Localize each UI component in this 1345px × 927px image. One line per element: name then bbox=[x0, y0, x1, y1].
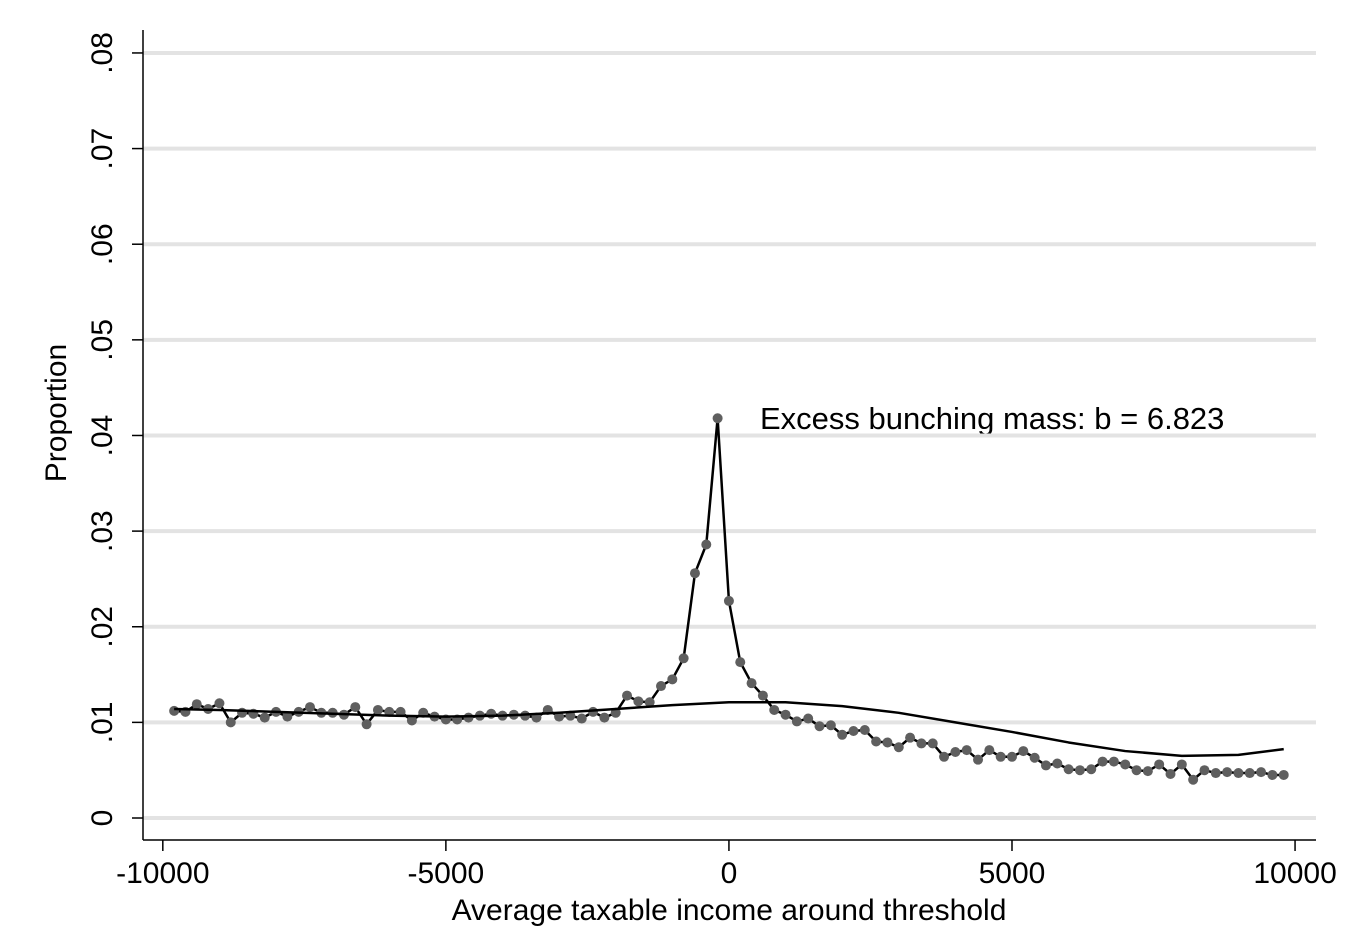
y-tick-label: 0 bbox=[86, 810, 119, 827]
data-point bbox=[1154, 759, 1165, 770]
y-tick-label: .06 bbox=[86, 223, 119, 265]
data-point bbox=[1244, 768, 1255, 779]
data-point bbox=[1165, 769, 1176, 780]
data-point bbox=[1108, 756, 1119, 767]
data-point bbox=[622, 690, 633, 701]
x-tick-label: 5000 bbox=[979, 857, 1046, 890]
data-point bbox=[1006, 751, 1017, 762]
data-point bbox=[237, 707, 248, 718]
data-point bbox=[814, 721, 825, 732]
data-point bbox=[1018, 746, 1029, 757]
data-point bbox=[757, 690, 768, 701]
data-point bbox=[871, 736, 882, 747]
data-point bbox=[950, 747, 961, 758]
data-point bbox=[214, 698, 225, 709]
data-point bbox=[859, 725, 870, 736]
data-point bbox=[893, 742, 904, 753]
data-point bbox=[939, 751, 950, 762]
data-point bbox=[667, 674, 678, 685]
data-point bbox=[1120, 759, 1131, 770]
data-point bbox=[1131, 765, 1142, 776]
x-axis-title: Average taxable income around threshold bbox=[452, 894, 1007, 927]
y-tick-label: .08 bbox=[86, 32, 119, 74]
data-point bbox=[1210, 768, 1221, 779]
y-tick-label: .07 bbox=[86, 128, 119, 170]
data-point bbox=[1086, 764, 1097, 775]
data-point bbox=[1063, 764, 1074, 775]
data-point bbox=[486, 708, 497, 719]
data-point bbox=[678, 653, 689, 664]
data-point bbox=[305, 702, 316, 713]
series-line bbox=[174, 701, 1284, 758]
data-point bbox=[1097, 756, 1108, 767]
data-point bbox=[1222, 767, 1233, 778]
data-point bbox=[1233, 768, 1244, 779]
annotation: Excess bunching mass: b = 6.823 bbox=[760, 401, 1224, 436]
y-axis-title: Proportion bbox=[40, 344, 73, 482]
data-point bbox=[973, 754, 984, 765]
y-tick-label: .05 bbox=[86, 319, 119, 361]
data-point bbox=[825, 720, 836, 731]
data-point bbox=[225, 717, 236, 728]
x-tick-label: 0 bbox=[721, 857, 738, 890]
data-point bbox=[350, 702, 361, 713]
y-tick-label: .04 bbox=[86, 415, 119, 457]
x-tick-label: 10000 bbox=[1253, 857, 1336, 890]
data-point bbox=[927, 738, 938, 749]
data-point bbox=[1278, 769, 1289, 780]
data-point bbox=[1199, 765, 1210, 776]
data-point bbox=[961, 745, 972, 756]
y-tick-label: .02 bbox=[86, 606, 119, 648]
data-point bbox=[644, 697, 655, 708]
data-point bbox=[372, 704, 383, 715]
data-point bbox=[1029, 752, 1040, 763]
data-point bbox=[769, 704, 780, 715]
data-point bbox=[282, 711, 293, 722]
y-tick-label: .01 bbox=[86, 702, 119, 744]
data-point bbox=[882, 737, 893, 748]
data-point bbox=[780, 709, 791, 720]
data-point bbox=[259, 712, 270, 723]
data-point bbox=[995, 751, 1006, 762]
x-tick-label: -10000 bbox=[116, 857, 209, 890]
data-point bbox=[361, 719, 372, 730]
data-point bbox=[169, 705, 180, 716]
data-point bbox=[1188, 774, 1199, 785]
data-point bbox=[1176, 759, 1187, 770]
data-point bbox=[1142, 766, 1153, 777]
data-point bbox=[984, 745, 995, 756]
data-point bbox=[655, 681, 666, 692]
data-point bbox=[916, 738, 927, 749]
data-point bbox=[905, 732, 916, 743]
data-point bbox=[712, 413, 723, 424]
data-point bbox=[406, 715, 417, 726]
x-tick-label: -5000 bbox=[408, 857, 485, 890]
data-point bbox=[1040, 760, 1051, 771]
data-point bbox=[191, 699, 202, 710]
data-point bbox=[848, 725, 859, 736]
data-point bbox=[735, 657, 746, 668]
data-point bbox=[746, 678, 757, 689]
data-point bbox=[1267, 769, 1278, 780]
data-point bbox=[395, 706, 406, 717]
data-point bbox=[1256, 767, 1267, 778]
data-point bbox=[463, 712, 474, 723]
data-point bbox=[1074, 765, 1085, 776]
data-point bbox=[576, 713, 587, 724]
data-point bbox=[633, 696, 644, 707]
y-tick-label: .03 bbox=[86, 510, 119, 552]
data-point bbox=[599, 712, 610, 723]
data-point bbox=[689, 568, 700, 579]
data-point bbox=[837, 729, 848, 740]
data-point bbox=[803, 713, 814, 724]
data-point bbox=[701, 539, 712, 550]
data-point bbox=[791, 716, 802, 727]
data-point bbox=[1052, 758, 1063, 769]
data-point bbox=[723, 595, 734, 606]
